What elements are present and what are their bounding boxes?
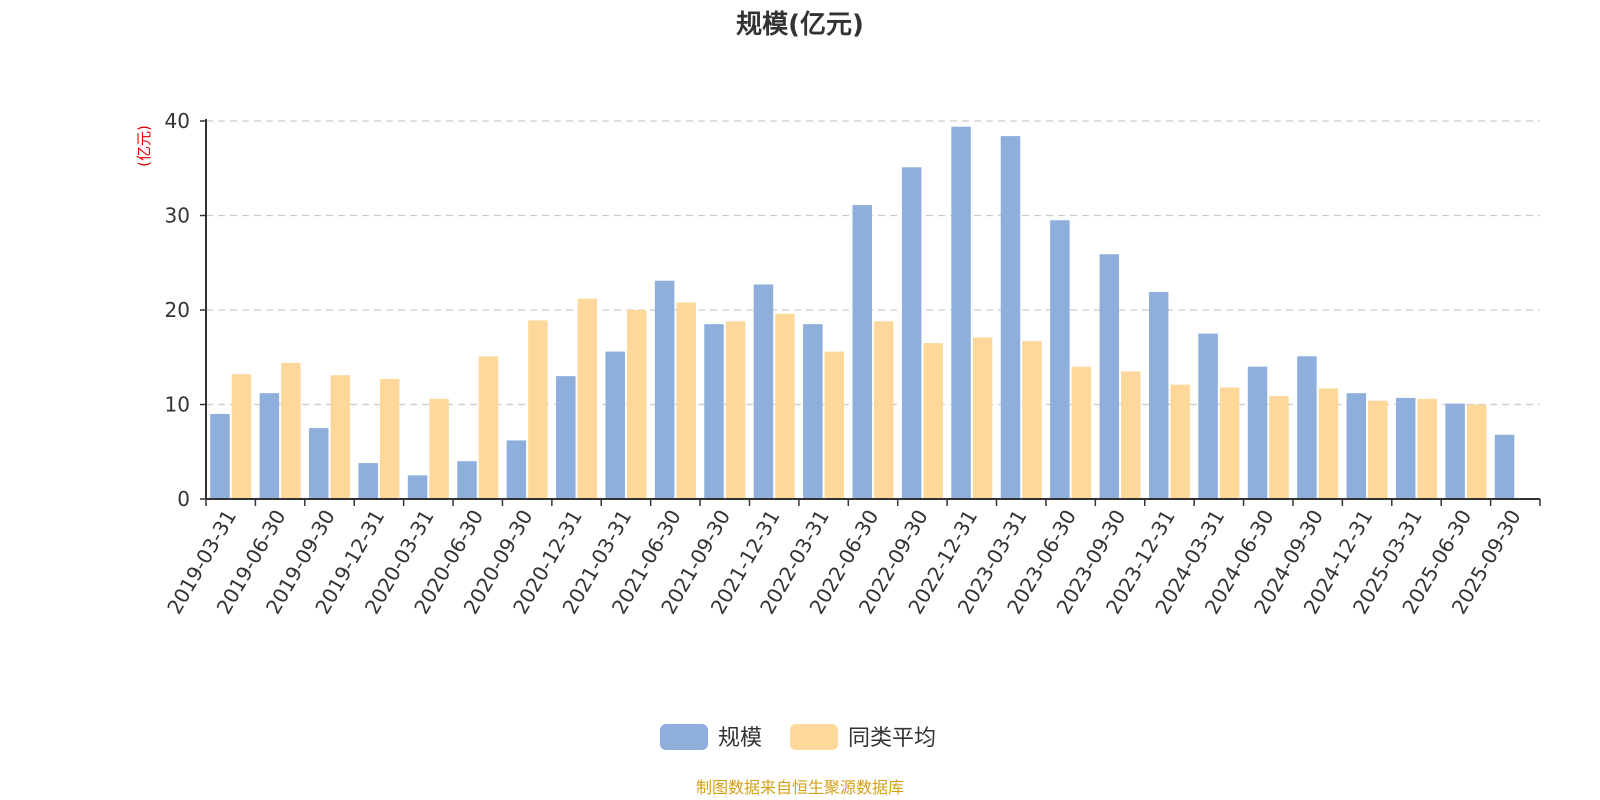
y-tick-label: 40 [165, 109, 190, 133]
bar-scale[interactable] [1099, 254, 1120, 499]
y-tick-label: 10 [165, 393, 190, 417]
y-axis-unit-label: (亿元) [135, 125, 153, 167]
bar-peer-average[interactable] [281, 362, 301, 499]
legend-label-peer-average: 同类平均 [848, 726, 936, 751]
bar-scale[interactable] [556, 376, 576, 499]
bar-peer-average[interactable] [1269, 395, 1289, 499]
bar-scale[interactable] [1247, 366, 1268, 499]
bar-scale[interactable] [654, 280, 675, 499]
bar-peer-average[interactable] [824, 351, 845, 499]
bar-peer-average[interactable] [972, 337, 993, 499]
bar-peer-average[interactable] [1219, 387, 1240, 499]
bar-scale[interactable] [1494, 434, 1515, 499]
bar-scale[interactable] [210, 413, 230, 499]
bar-peer-average[interactable] [528, 320, 548, 499]
legend-label-scale: 规模 [718, 726, 762, 751]
bar-peer-average[interactable] [1466, 404, 1487, 500]
bar-peer-average[interactable] [1121, 371, 1141, 499]
bar-peer-average[interactable] [379, 378, 400, 499]
legend: 规模 同类平均 [660, 724, 936, 751]
bar-scale[interactable] [753, 284, 774, 499]
bar-scale[interactable] [901, 167, 922, 499]
bar-scale[interactable] [951, 126, 971, 500]
bar-scale[interactable] [1297, 356, 1317, 499]
bar-peer-average[interactable] [1417, 398, 1437, 499]
bar-peer-average[interactable] [1170, 384, 1190, 499]
bar-scale[interactable] [1000, 136, 1021, 499]
bar-peer-average[interactable] [1368, 400, 1388, 499]
bars [210, 126, 1515, 500]
bar-peer-average[interactable] [626, 310, 647, 499]
bar-scale[interactable] [1148, 292, 1169, 499]
bar-scale[interactable] [605, 351, 625, 499]
bar-scale[interactable] [803, 324, 823, 499]
bar-peer-average[interactable] [874, 321, 894, 499]
bar-peer-average[interactable] [1071, 366, 1092, 499]
bar-peer-average[interactable] [330, 375, 351, 499]
y-tick-label: 30 [165, 204, 190, 228]
bar-peer-average[interactable] [1022, 341, 1042, 499]
bar-peer-average[interactable] [923, 343, 943, 499]
bar-scale[interactable] [407, 475, 428, 499]
bar-scale[interactable] [309, 428, 329, 499]
bar-peer-average[interactable] [725, 321, 746, 499]
axes [200, 119, 1541, 506]
legend-swatch-scale[interactable] [660, 724, 708, 750]
bar-peer-average[interactable] [429, 398, 449, 499]
bar-scale[interactable] [1198, 333, 1218, 499]
bar-peer-average[interactable] [478, 356, 499, 499]
bar-peer-average[interactable] [775, 313, 795, 499]
bar-scale[interactable] [1395, 397, 1416, 499]
y-tick-label: 0 [177, 487, 190, 511]
bar-scale[interactable] [506, 440, 527, 499]
bar-scale[interactable] [1445, 403, 1465, 499]
source-note: 制图数据来自恒生聚源数据库 [696, 778, 904, 797]
legend-swatch-peer-average[interactable] [790, 724, 838, 750]
bar-scale[interactable] [259, 393, 280, 499]
bar-scale[interactable] [1050, 220, 1070, 499]
y-tick-label: 20 [165, 298, 190, 322]
bar-scale[interactable] [358, 463, 378, 499]
bar-peer-average[interactable] [676, 302, 696, 499]
bar-peer-average[interactable] [577, 298, 598, 499]
bar-scale[interactable] [457, 461, 477, 499]
grid-lines [206, 120, 1540, 406]
bar-scale[interactable] [852, 205, 873, 500]
x-tick-labels: 2019-03-312019-06-302019-09-302019-12-31… [162, 506, 1525, 619]
chart-title: 规模(亿元) [736, 10, 864, 40]
y-tick-labels: 0 10 20 30 40 [165, 109, 190, 511]
bar-scale[interactable] [704, 324, 724, 499]
bar-peer-average[interactable] [231, 374, 252, 499]
bar-peer-average[interactable] [1318, 388, 1339, 499]
bar-scale[interactable] [1346, 393, 1367, 499]
